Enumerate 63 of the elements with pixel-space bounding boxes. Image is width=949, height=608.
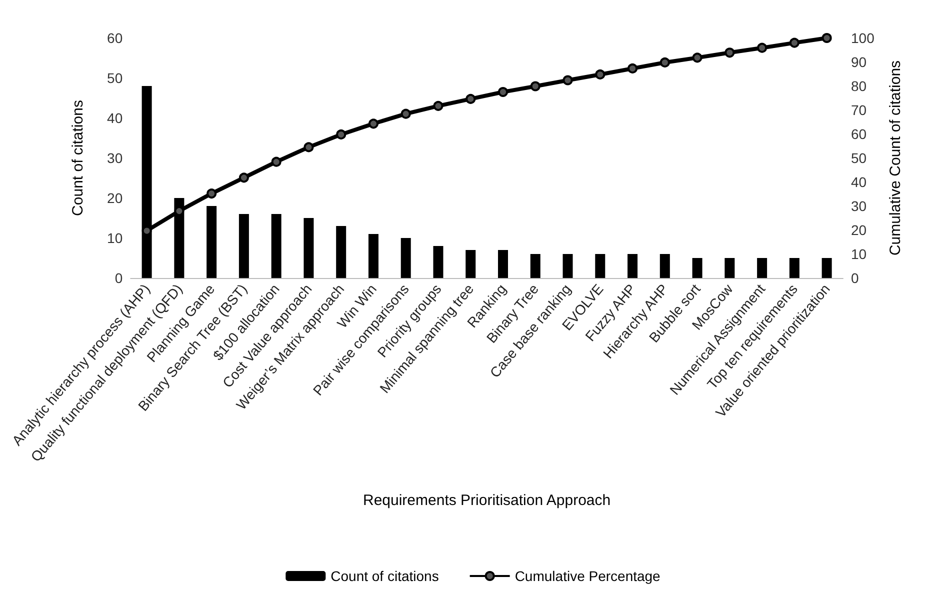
point xyxy=(271,156,282,167)
bar xyxy=(336,226,346,278)
point xyxy=(724,48,735,58)
y2-tick-label: 70 xyxy=(851,102,867,118)
y-tick-label: 50 xyxy=(107,70,123,86)
point xyxy=(336,129,346,140)
point xyxy=(822,33,832,43)
bar xyxy=(660,254,670,278)
point xyxy=(498,87,508,97)
bar xyxy=(789,258,800,278)
point xyxy=(757,42,768,53)
bar xyxy=(466,250,476,278)
y-tick-label: 0 xyxy=(114,270,123,286)
y2-tick-label: 30 xyxy=(851,198,867,214)
y2-tick-label: 0 xyxy=(851,270,859,286)
point xyxy=(789,38,800,48)
bar xyxy=(368,234,378,278)
bar xyxy=(692,258,702,278)
point xyxy=(433,100,444,111)
point xyxy=(238,172,249,183)
point xyxy=(628,63,638,74)
y2-tick-label: 50 xyxy=(851,150,867,166)
y2-axis-title: Cumulative Count of citations xyxy=(887,60,904,256)
y2-tick-label: 90 xyxy=(851,54,867,70)
y-tick-label: 20 xyxy=(107,190,123,206)
bar xyxy=(433,246,444,278)
legend-label: Count of citations xyxy=(330,568,439,584)
bar xyxy=(271,214,282,278)
legend-label: Cumulative Percentage xyxy=(514,568,661,584)
point xyxy=(692,52,702,63)
bar xyxy=(757,258,768,278)
bar xyxy=(238,214,249,278)
bar xyxy=(724,258,735,278)
y2-tick-label: 60 xyxy=(851,126,867,142)
y-axis-title: Count of citations xyxy=(70,100,87,216)
point xyxy=(530,81,540,92)
y2-tick-label: 80 xyxy=(851,78,867,94)
point xyxy=(595,69,606,80)
y-tick-label: 10 xyxy=(107,230,123,246)
bar xyxy=(400,238,411,278)
y2-tick-label: 10 xyxy=(851,246,867,262)
bar xyxy=(628,254,638,278)
point xyxy=(466,94,476,104)
bar xyxy=(562,254,573,278)
point xyxy=(562,75,573,86)
y-tick-label: 40 xyxy=(107,110,123,126)
y-tick-label: 30 xyxy=(107,150,123,166)
bar xyxy=(206,206,217,278)
bar xyxy=(822,258,832,278)
y-tick-label: 60 xyxy=(107,30,123,46)
y2-tick-label: 40 xyxy=(851,174,867,190)
point xyxy=(206,188,217,199)
point xyxy=(400,108,411,119)
point xyxy=(304,142,314,152)
bar xyxy=(498,250,508,278)
y2-tick-label: 100 xyxy=(851,30,875,46)
x-axis-title: Requirements Prioritisation Approach xyxy=(362,492,611,509)
bar xyxy=(304,218,314,278)
y2-tick-label: 20 xyxy=(851,222,867,238)
bar xyxy=(595,254,606,278)
point xyxy=(660,57,670,68)
bar xyxy=(530,254,540,278)
point xyxy=(368,118,378,129)
